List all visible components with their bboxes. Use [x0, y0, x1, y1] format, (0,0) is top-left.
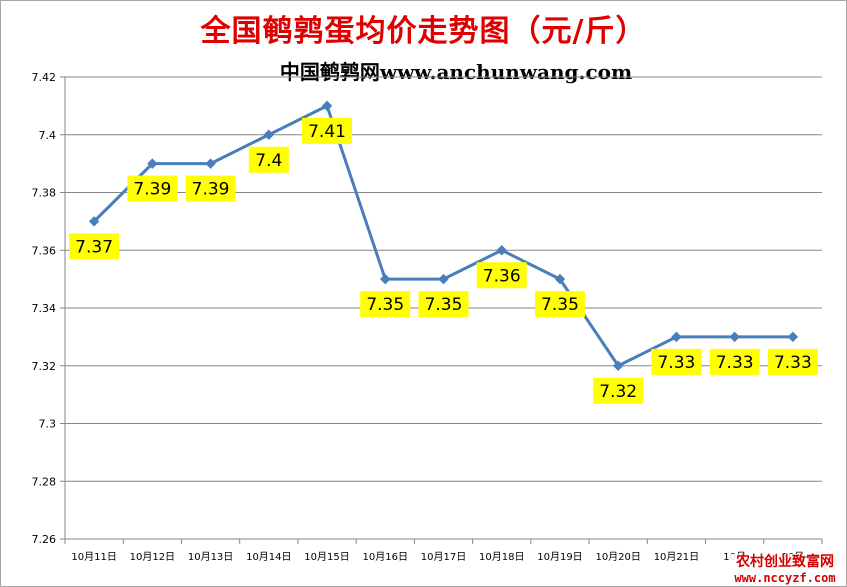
data-point-marker — [496, 245, 507, 256]
data-label: 7.39 — [192, 180, 230, 200]
x-tick-label: 10月15日 — [304, 551, 349, 563]
data-point-marker — [612, 360, 624, 371]
data-label-box — [185, 175, 236, 202]
data-point-marker — [554, 273, 566, 285]
data-label-box — [767, 348, 818, 375]
y-tick-label: 7.36 — [32, 244, 57, 257]
data-point-marker — [380, 273, 391, 285]
y-tick-label: 7.42 — [32, 71, 57, 84]
data-point-marker — [147, 158, 158, 169]
data-label: 7.33 — [657, 353, 695, 373]
watermark-url: www.nccyzf.com — [734, 571, 836, 585]
axes — [64, 77, 822, 540]
data-label: 7.33 — [774, 353, 812, 373]
x-tick-label: 10月20日 — [595, 551, 640, 563]
data-label-box — [302, 117, 353, 144]
data-label: 7.41 — [308, 122, 346, 142]
data-label: 7.35 — [541, 295, 579, 315]
x-tick-label: 10月19日 — [537, 551, 582, 563]
data-label: 7.32 — [599, 382, 637, 402]
y-tick-label: 7.3 — [39, 418, 57, 431]
x-tick-label: 10月13日 — [188, 551, 233, 563]
data-label: 7.37 — [75, 237, 113, 257]
chart-subtitle: 中国鹌鹑网www.anchunwang.com — [279, 60, 633, 84]
data-label: 7.39 — [133, 180, 171, 200]
y-axis-ticks: 7.26 7.28 7.3 7.32 7.34 7.36 7.38 7.4 7.42 — [32, 71, 65, 546]
data-point-marker — [321, 100, 333, 112]
y-tick-label: 7.4 — [39, 129, 57, 142]
series-price — [88, 100, 799, 371]
data-label-box — [593, 377, 644, 404]
data-label-box — [360, 291, 411, 318]
y-tick-label: 7.38 — [32, 187, 57, 200]
data-label-box — [69, 233, 120, 260]
data-label-box — [651, 348, 702, 375]
y-tick-label: 7.32 — [32, 360, 57, 373]
data-label: 7.35 — [366, 295, 404, 315]
x-tick-label: 10月16日 — [363, 551, 408, 563]
x-tick-label: 10月12日 — [130, 551, 175, 563]
data-label: 7.33 — [716, 353, 754, 373]
data-label-box — [476, 262, 527, 289]
y-tick-label: 7.26 — [32, 533, 57, 546]
y-tick-label: 7.34 — [32, 302, 57, 315]
data-point-marker — [729, 331, 740, 343]
data-label-box — [709, 348, 760, 375]
data-labels: 7.37 7.39 7.39 7.4 7.41 7.35 7.35 7.36 7.35 7.32 7… — [69, 117, 818, 404]
x-tick-label: 10月11日 — [71, 551, 116, 563]
data-label-box — [534, 291, 585, 318]
x-tick-label: 10月18日 — [479, 551, 524, 563]
chart-title: 全国鹌鹑蛋均价走势图（元/斤） — [200, 14, 647, 49]
x-tick-label: 10月21日 — [654, 551, 699, 563]
data-label-box — [248, 146, 289, 173]
x-axis-ticks: 10月11日 10月12日 10月13日 10月14日 10月15日 10月16日 10月1… — [64, 539, 823, 563]
data-label: 7.35 — [425, 295, 463, 315]
data-point-marker — [787, 331, 799, 343]
data-point-marker — [438, 273, 449, 285]
data-label-box — [127, 175, 178, 202]
series-line — [93, 104, 793, 368]
data-point-marker — [671, 331, 682, 343]
data-point-marker — [205, 158, 216, 169]
data-label-box — [418, 291, 469, 318]
x-tick-label: 10月14日 — [246, 551, 291, 563]
watermark-logo: 农村创业致富网 www.nccyzf.com — [729, 554, 841, 585]
data-point-marker — [263, 129, 275, 140]
data-point-marker — [88, 216, 100, 227]
x-tick-label: 10月17日 — [421, 551, 466, 563]
y-tick-label: 7.28 — [32, 475, 57, 488]
watermark-site-name: 农村创业致富网 — [736, 554, 834, 570]
data-label: 7.4 — [255, 151, 282, 171]
data-label: 7.36 — [483, 266, 521, 286]
